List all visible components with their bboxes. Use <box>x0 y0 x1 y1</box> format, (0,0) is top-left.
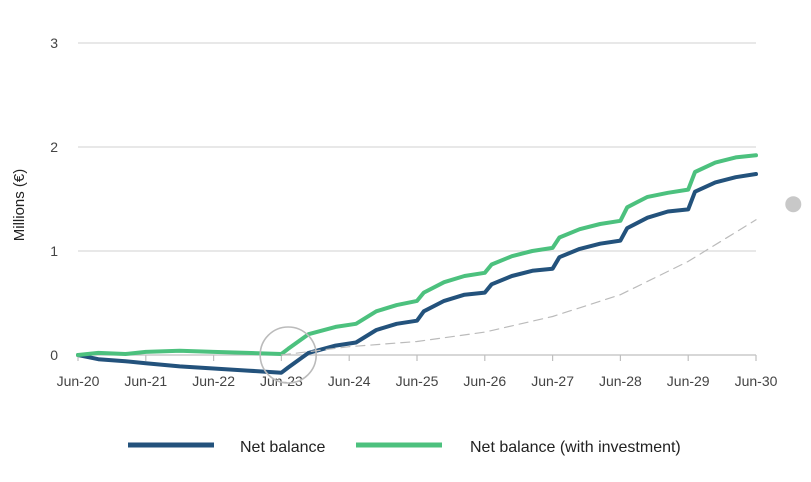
series-line-1 <box>76 172 758 375</box>
y-tick-labels: 0 1 2 3 <box>50 35 58 363</box>
y-tick-label: 1 <box>50 243 58 259</box>
end-dot <box>785 196 802 213</box>
x-axis: Jun-20 Jun-21 Jun-22 Jun-23 Jun-24 Jun-25 Jun-… <box>57 354 778 389</box>
highlight-circle <box>259 326 317 384</box>
series-line-2 <box>76 153 758 357</box>
x-tick-label: Jun-24 <box>328 373 371 389</box>
x-tick-label: Jun-22 <box>192 373 235 389</box>
trend-dashed-line <box>280 219 757 356</box>
x-tick-label: Jun-28 <box>599 373 642 389</box>
x-tick-label: Jun-29 <box>667 373 710 389</box>
legend: Net balance Net balance (with investment) <box>128 439 681 456</box>
y-tick-label: 3 <box>50 35 58 51</box>
x-tick-label: Jun-25 <box>396 373 439 389</box>
y-axis-label: Millions (€) <box>11 169 28 242</box>
x-tick-label: Jun-30 <box>735 373 778 389</box>
grid-lines <box>78 42 756 252</box>
x-tick-label: Jun-21 <box>124 373 167 389</box>
x-tick-label: Jun-27 <box>531 373 574 389</box>
y-tick-label: 2 <box>50 139 58 155</box>
legend-label: Net balance <box>240 439 325 456</box>
series-lines <box>76 153 758 375</box>
y-tick-label: 0 <box>50 347 58 363</box>
legend-label: Net balance (with investment) <box>470 439 681 456</box>
x-tick-label: Jun-20 <box>57 373 100 389</box>
x-tick-label: Jun-26 <box>463 373 506 389</box>
annotations <box>259 196 802 384</box>
